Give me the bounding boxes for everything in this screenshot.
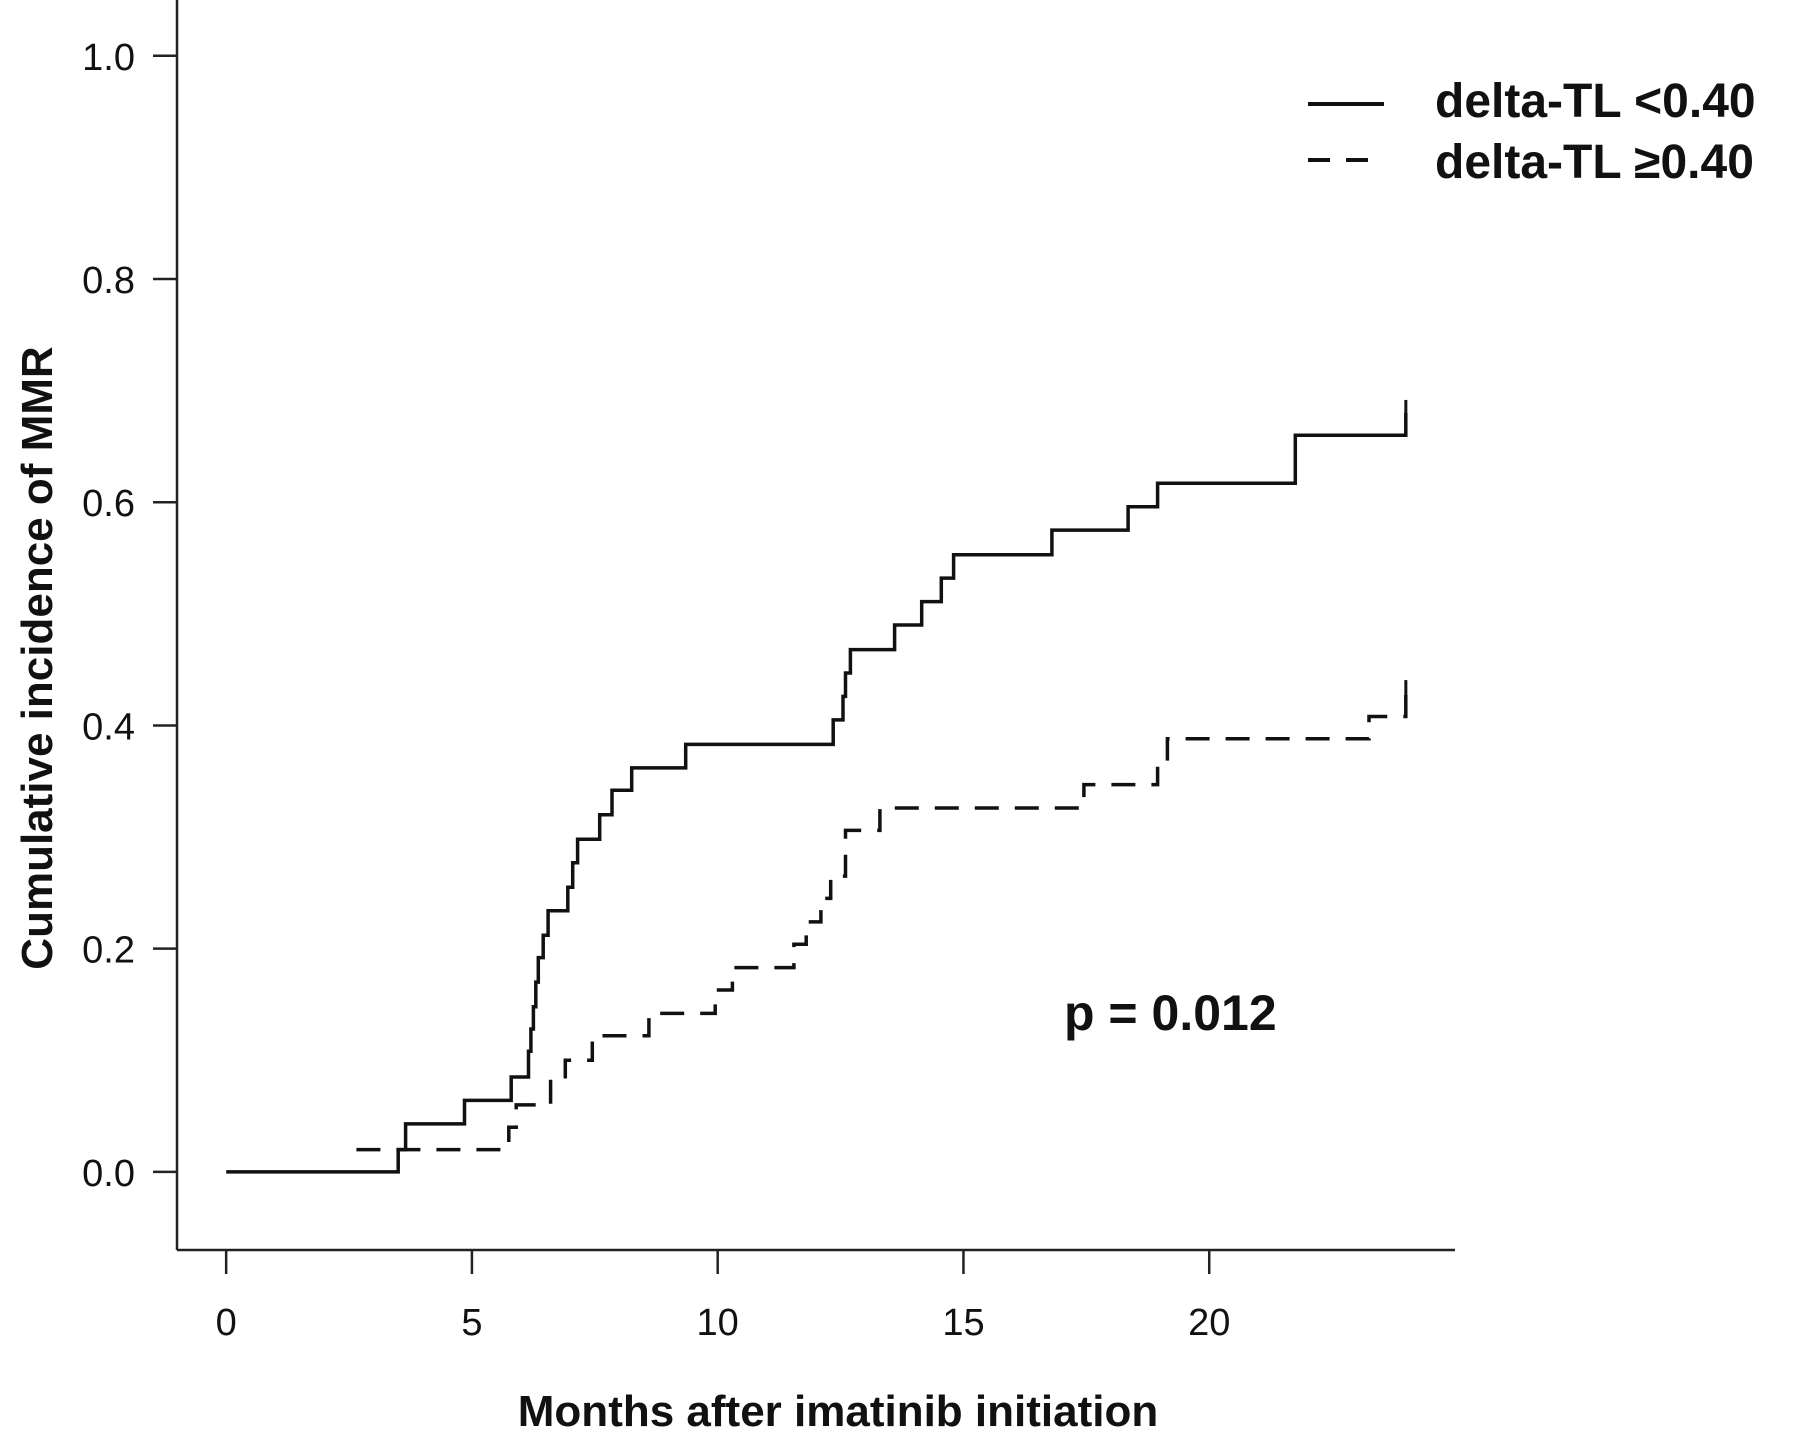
legend-label-series-2: delta-TL ≥0.40 bbox=[1435, 136, 1754, 189]
y-tick-label: 0.6 bbox=[82, 483, 135, 525]
x-tick-label: 5 bbox=[461, 1302, 482, 1344]
axes bbox=[175, 0, 1455, 1252]
y-axis-ticks: 0.0 0.2 0.4 0.6 0.8 1.0 bbox=[82, 37, 177, 1195]
y-tick-label: 0.8 bbox=[82, 260, 135, 302]
y-tick-label: 0.2 bbox=[82, 930, 135, 972]
y-axis-title: Cumulative incidence of MMR bbox=[13, 346, 62, 969]
y-tick-label: 1.0 bbox=[82, 37, 135, 79]
x-tick-label: 20 bbox=[1188, 1302, 1230, 1344]
x-axis-ticks: 0 5 10 15 20 bbox=[216, 1250, 1230, 1344]
x-axis-title: Months after imatinib initiation bbox=[518, 1387, 1158, 1433]
p-value-annotation: p = 0.012 bbox=[1064, 985, 1277, 1041]
legend-label-series-1: delta-TL <0.40 bbox=[1435, 75, 1756, 128]
x-tick-label: 15 bbox=[942, 1302, 984, 1344]
series-1-step-line bbox=[226, 412, 1408, 1174]
x-tick-label: 0 bbox=[216, 1302, 237, 1344]
legend: delta-TL <0.40 delta-TL ≥0.40 bbox=[1308, 75, 1756, 189]
y-tick-label: 0.4 bbox=[82, 706, 135, 748]
plot-area bbox=[226, 399, 1408, 1174]
y-tick-label: 0.0 bbox=[82, 1153, 135, 1195]
series-2-step-line bbox=[356, 693, 1408, 1152]
x-tick-label: 10 bbox=[697, 1302, 739, 1344]
